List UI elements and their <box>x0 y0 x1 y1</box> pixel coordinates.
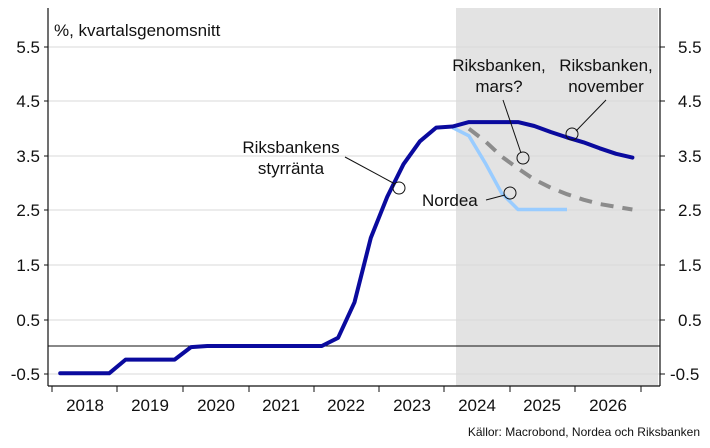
y-label: 5.5 <box>678 38 702 57</box>
annotation-mars-1: Riksbanken, <box>452 56 546 75</box>
y-label: -0.5 <box>11 365 40 384</box>
x-label: 2021 <box>262 396 300 415</box>
y-label: 0.5 <box>16 311 40 330</box>
y-label: 1.5 <box>678 256 702 275</box>
unit-label: %, kvartalsgenomsnitt <box>54 21 221 40</box>
series-riksbankens-styrranta <box>58 120 635 376</box>
x-label: 2022 <box>327 396 365 415</box>
forecast-shade <box>456 8 658 386</box>
annotation-nordea: Nordea <box>422 191 478 210</box>
annotation-mars-2: mars? <box>475 77 522 96</box>
series-nordea <box>451 126 567 212</box>
x-label: 2026 <box>589 396 627 415</box>
x-labels: 2018 2019 2020 2021 2022 2023 2024 2025 … <box>66 396 627 415</box>
annotation-styrranta-1: Riksbankens <box>242 138 339 157</box>
x-label: 2018 <box>66 396 104 415</box>
y-ticks <box>44 46 665 375</box>
series-riksbanken-mars <box>467 127 633 212</box>
x-label: 2023 <box>393 396 431 415</box>
annotation-november-2: november <box>568 77 644 96</box>
x-label: 2024 <box>458 396 496 415</box>
y-label: 5.5 <box>16 38 40 57</box>
x-label: 2020 <box>197 396 235 415</box>
y-label: 4.5 <box>16 92 40 111</box>
annotation-november-1: Riksbanken, <box>559 56 653 75</box>
y-label: 2.5 <box>678 201 702 220</box>
x-label: 2025 <box>523 396 561 415</box>
y-label: 3.5 <box>678 147 702 166</box>
x-ticks <box>51 386 642 392</box>
y-label: 4.5 <box>678 92 702 111</box>
y-label: 1.5 <box>16 256 40 275</box>
annotation-styrranta-2: styrränta <box>258 159 325 178</box>
y-labels-left: 5.5 4.5 3.5 2.5 1.5 0.5 -0.5 <box>11 38 40 384</box>
y-label: 0.5 <box>678 311 702 330</box>
y-label: 2.5 <box>16 201 40 220</box>
annotation-leaders <box>344 99 607 201</box>
x-label: 2019 <box>131 396 169 415</box>
y-labels-right: 5.5 4.5 3.5 2.5 1.5 0.5 -0.5 <box>670 38 702 384</box>
source-note: Källor: Macrobond, Nordea och Riksbanken <box>468 425 700 439</box>
y-label: 3.5 <box>16 147 40 166</box>
gridlines <box>48 46 660 375</box>
y-label: -0.5 <box>670 365 699 384</box>
